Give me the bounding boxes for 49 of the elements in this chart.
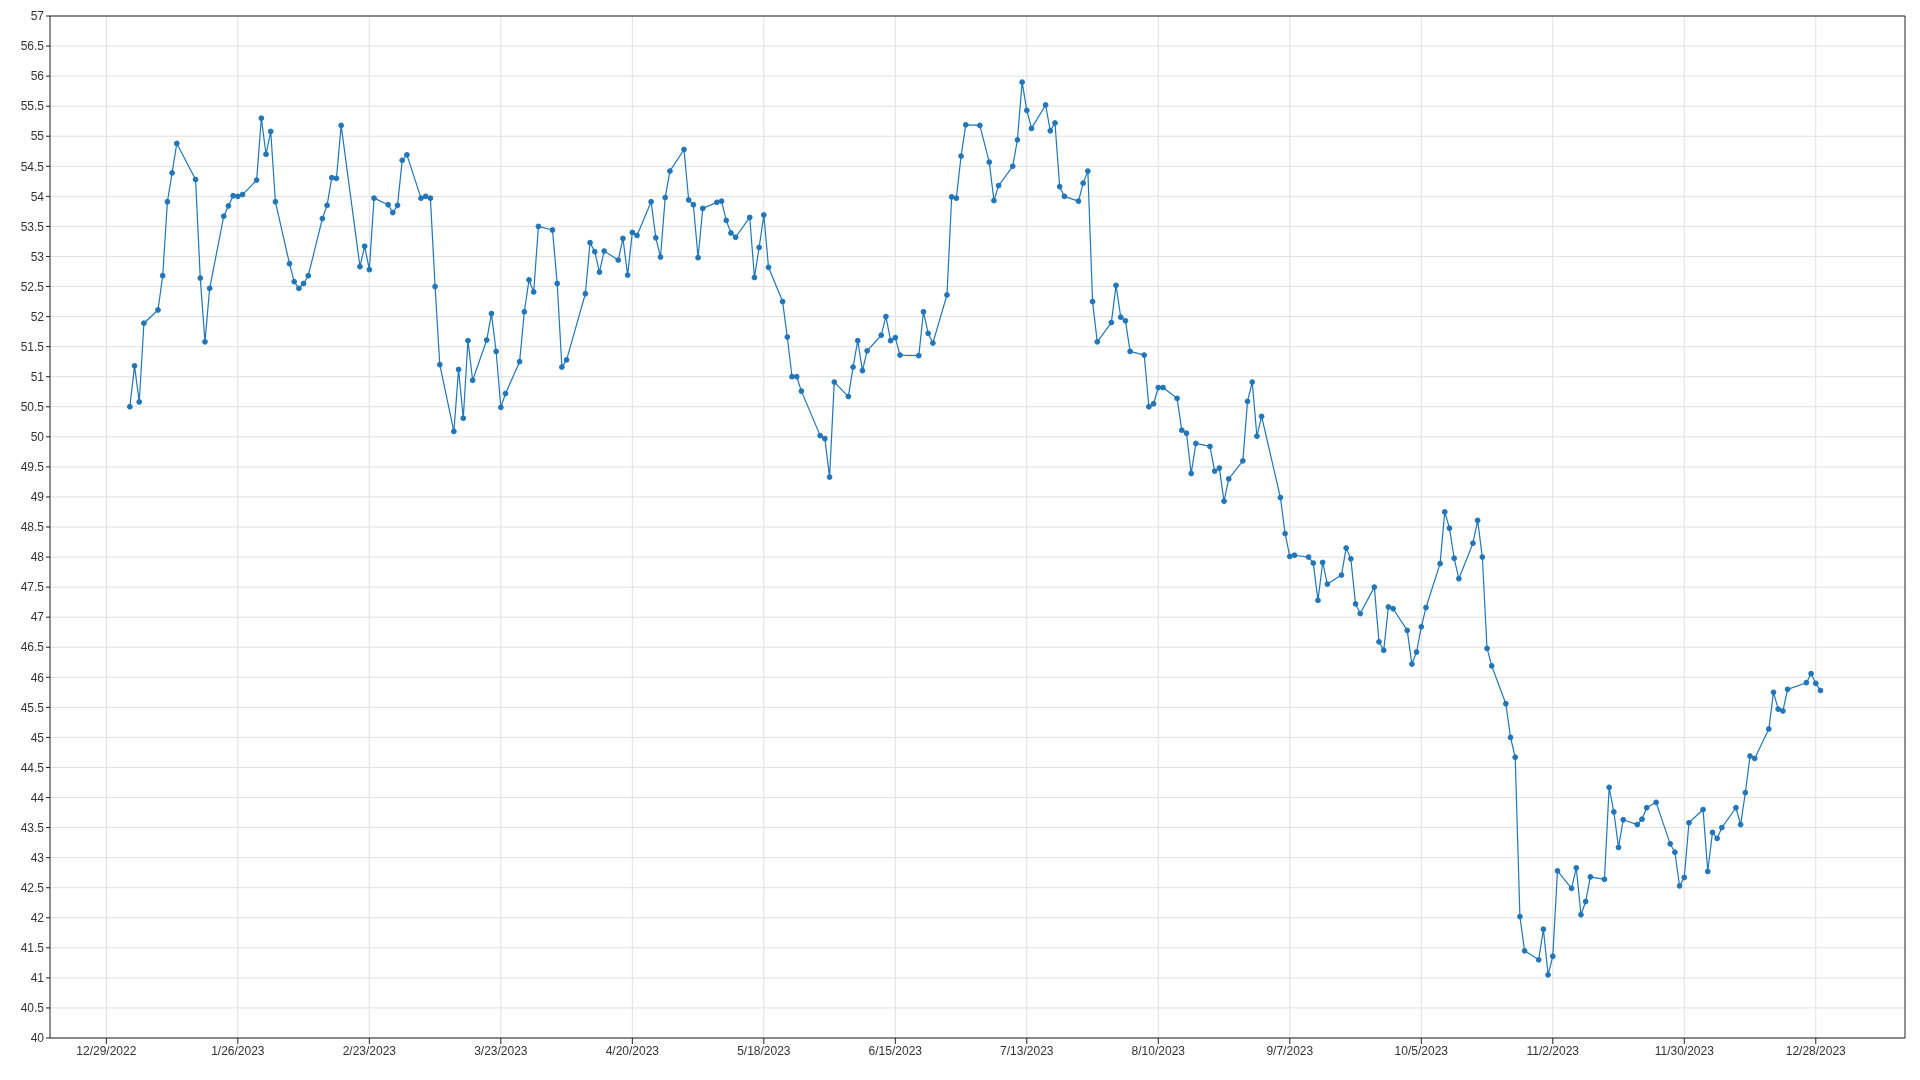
y-tick-label: 42.5 — [20, 880, 45, 895]
y-tick-label: 51.5 — [20, 339, 45, 354]
x-tick-label: 4/20/2023 — [605, 1043, 660, 1058]
y-tick-label: 49 — [30, 490, 45, 505]
y-tick-label: 55 — [30, 129, 45, 144]
y-tick-label: 45 — [30, 730, 45, 745]
x-tick-label: 12/29/2022 — [76, 1043, 137, 1058]
y-tick-label: 41 — [30, 971, 45, 986]
y-tick-label: 54.5 — [20, 159, 45, 174]
x-tick-label: 9/7/2023 — [1266, 1043, 1314, 1058]
y-tick-label: 51 — [30, 369, 45, 384]
y-tick-label: 52 — [30, 309, 45, 324]
y-tick-label: 49.5 — [20, 460, 45, 475]
y-tick-label: 57 — [30, 9, 45, 24]
x-tick-label: 11/30/2023 — [1654, 1043, 1715, 1058]
y-tick-label: 43.5 — [20, 820, 45, 835]
y-tick-label: 53.5 — [20, 219, 45, 234]
x-tick-label: 1/26/2023 — [211, 1043, 265, 1058]
y-tick-label: 56 — [30, 69, 45, 84]
y-tick-label: 42 — [30, 911, 45, 926]
y-tick-label: 48 — [30, 550, 45, 565]
y-tick-label: 48.5 — [20, 520, 45, 535]
x-tick-label: 12/28/2023 — [1785, 1043, 1847, 1058]
y-tick-label: 47 — [30, 610, 45, 625]
y-tick-label: 53 — [30, 249, 45, 264]
y-tick-label: 40.5 — [20, 1001, 45, 1016]
x-tick-label: 8/10/2023 — [1131, 1043, 1186, 1058]
y-tick-label: 50 — [30, 430, 45, 445]
y-tick-label: 45.5 — [20, 700, 45, 715]
y-tick-label: 44.5 — [20, 760, 45, 775]
y-tick-label: 43 — [30, 850, 45, 865]
y-tick-label: 41.5 — [20, 941, 45, 956]
y-tick-label: 54 — [30, 189, 45, 204]
y-tick-label: 44 — [30, 790, 45, 805]
x-tick-label: 10/5/2023 — [1394, 1043, 1449, 1058]
x-tick-label: 7/13/2023 — [1000, 1043, 1054, 1058]
x-tick-label: 2/23/2023 — [342, 1043, 397, 1058]
x-tick-label: 11/2/2023 — [1526, 1043, 1580, 1058]
y-tick-label: 56.5 — [20, 39, 45, 54]
y-tick-label: 46 — [30, 670, 45, 685]
y-tick-label: 46.5 — [20, 640, 45, 655]
y-tick-label: 47.5 — [20, 580, 45, 595]
y-tick-label: 52.5 — [20, 279, 45, 294]
y-tick-label: 50.5 — [20, 400, 45, 415]
x-tick-label: 6/15/2023 — [868, 1043, 923, 1058]
y-tick-label: 40 — [30, 1031, 45, 1046]
x-tick-label: 5/18/2023 — [737, 1043, 791, 1058]
x-tick-label: 3/23/2023 — [474, 1043, 528, 1058]
y-tick-label: 55.5 — [20, 99, 45, 114]
